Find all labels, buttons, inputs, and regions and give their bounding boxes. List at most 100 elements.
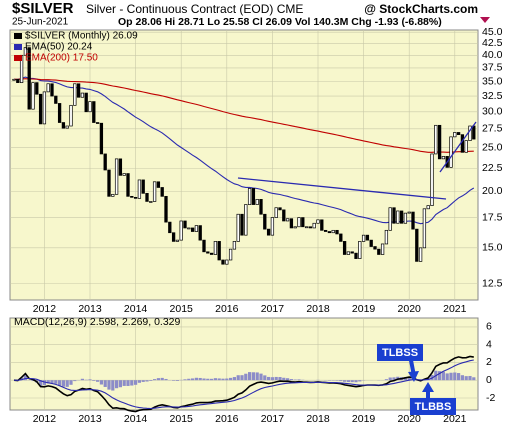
price-panel <box>9 29 479 301</box>
macd-histogram <box>58 380 62 386</box>
candle <box>225 259 229 265</box>
source: @ StockCharts.com <box>364 2 478 16</box>
candle <box>304 226 309 229</box>
y-tick-label: 42.5 <box>482 37 503 49</box>
macd-line <box>13 355 474 413</box>
candle <box>228 248 233 261</box>
candle <box>103 153 107 171</box>
macd-histogram <box>61 380 65 387</box>
quote: Op 28.06 Hi 28.71 Lo 25.58 Cl 26.09 Vol … <box>118 16 442 28</box>
legend-swatch <box>14 44 22 50</box>
candle <box>380 243 385 255</box>
candle <box>31 82 35 110</box>
macd-histogram <box>289 379 293 381</box>
macd-histogram <box>343 380 347 382</box>
macd-histogram <box>198 377 202 381</box>
x-tick-label: 2016 <box>215 413 239 425</box>
macd-histogram <box>251 372 255 381</box>
candle <box>449 136 453 168</box>
candle <box>441 156 446 160</box>
candle <box>346 251 351 255</box>
macd-histogram <box>202 378 206 381</box>
macd-histogram <box>46 380 50 384</box>
macd-histogram <box>153 379 157 381</box>
candle <box>27 47 31 110</box>
macd-histogram <box>149 380 153 381</box>
macd-histogram <box>122 380 126 386</box>
y-tick-label: 30.0 <box>482 106 503 118</box>
candle <box>415 228 419 262</box>
trendlines <box>237 121 477 200</box>
x-tick-label: 2014 <box>124 303 148 315</box>
macd-histogram <box>187 378 191 381</box>
macd-histogram <box>134 380 138 385</box>
x-tick-label: 2012 <box>33 413 57 425</box>
candle <box>168 221 172 234</box>
y-tick-label: 4 <box>486 338 492 350</box>
macd-histogram <box>73 380 77 382</box>
candle <box>430 153 434 206</box>
candle <box>460 134 465 153</box>
macd-histogram <box>172 380 176 381</box>
y-tick-label: 17.5 <box>482 211 503 223</box>
candle <box>23 47 28 56</box>
candle <box>312 222 316 229</box>
candle <box>342 241 347 255</box>
candle <box>73 83 77 106</box>
macd-histogram <box>126 380 130 386</box>
candle <box>247 188 252 205</box>
candle <box>202 239 206 253</box>
candle <box>331 229 335 234</box>
candle <box>141 179 145 194</box>
candle <box>266 228 271 236</box>
x-tick-label: 2015 <box>170 413 194 425</box>
marks <box>12 47 476 413</box>
candle <box>175 239 180 242</box>
x-tick-label: 2014 <box>124 413 148 425</box>
y-tick-label: -2 <box>486 392 495 404</box>
y-tick-label: 0 <box>486 374 492 386</box>
x-tick-label: 2017 <box>261 303 285 315</box>
macd-histogram <box>229 377 233 381</box>
candle <box>190 227 195 232</box>
candle <box>209 252 214 255</box>
macd-histogram <box>278 377 282 381</box>
x-tick-label: 2019 <box>352 413 376 425</box>
candle <box>88 101 92 113</box>
candle <box>384 229 389 245</box>
macd-histogram <box>468 375 472 381</box>
signal-line <box>13 359 474 410</box>
x-tick-label: 2018 <box>306 303 330 315</box>
x-tick-label: 2019 <box>352 303 376 315</box>
candle <box>468 125 472 141</box>
candle <box>57 103 62 123</box>
candle <box>323 229 328 232</box>
annotation: TLBBS <box>415 401 452 413</box>
candle <box>407 211 411 214</box>
candle <box>171 232 176 242</box>
macd-histogram <box>210 378 214 381</box>
candle <box>274 207 278 218</box>
candle <box>236 213 240 242</box>
candle <box>133 196 138 199</box>
candle <box>194 225 199 232</box>
macd-label: MACD(12,26,9) 2.598, 2.269, 0.329 <box>14 316 181 328</box>
trendline <box>439 121 477 173</box>
macd-histogram <box>248 372 252 381</box>
macd-histogram <box>69 380 73 385</box>
macd-histogram <box>183 379 187 381</box>
candle <box>411 211 415 230</box>
candle <box>399 210 404 224</box>
macd-histogram <box>259 373 263 381</box>
y-tick-label: 22.5 <box>482 162 503 174</box>
macd-histogram <box>39 380 43 387</box>
macd-histogram <box>472 377 476 381</box>
candle <box>320 219 324 231</box>
macd-histogram <box>191 378 195 381</box>
macd-histogram <box>96 380 100 382</box>
macd-histogram <box>350 380 354 383</box>
candle <box>369 239 373 247</box>
trendline <box>237 177 447 200</box>
macd-histogram <box>175 380 179 381</box>
macd-histogram <box>286 378 290 381</box>
